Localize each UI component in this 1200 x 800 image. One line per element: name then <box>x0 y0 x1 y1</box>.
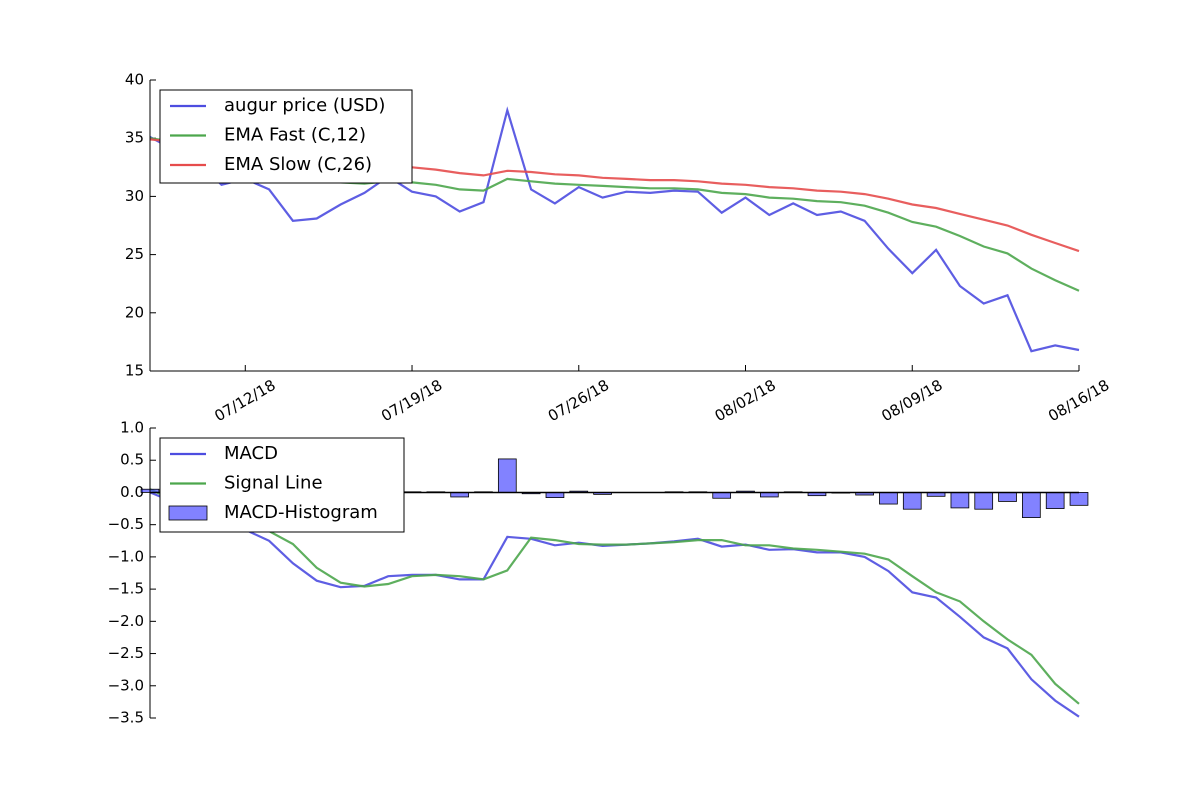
y-tick-label: 25 <box>125 245 144 263</box>
x-tick-label: 08/16/18 <box>1045 376 1112 425</box>
y-tick-label: −1.0 <box>108 547 144 565</box>
y-tick-label: −2.5 <box>108 644 144 662</box>
legend-label: Signal Line <box>224 473 323 494</box>
histogram-bar <box>497 458 517 493</box>
y-tick-label: 0.5 <box>120 451 144 469</box>
y-tick-label: −3.5 <box>108 709 144 727</box>
histogram-bar <box>902 492 922 510</box>
histogram-bar <box>1069 492 1089 506</box>
histogram-bar <box>712 492 732 499</box>
x-tick-label: 07/12/18 <box>211 376 278 425</box>
histogram-bar <box>950 492 970 509</box>
histogram-bar <box>998 492 1017 502</box>
y-tick-label: 20 <box>125 303 144 321</box>
histogram-bar <box>1022 492 1041 518</box>
legend-label: MACD-Histogram <box>224 502 378 523</box>
legend-label: MACD <box>224 443 278 464</box>
histogram-bar <box>1045 492 1065 509</box>
series-line <box>149 106 1080 353</box>
y-tick-label: 1.0 <box>120 419 144 437</box>
y-tick-label: −2.0 <box>108 612 144 630</box>
y-tick-label: 30 <box>125 187 144 205</box>
y-tick-label: −1.5 <box>108 580 144 598</box>
legend-label: augur price (USD) <box>224 95 385 116</box>
histogram-bar <box>974 492 994 510</box>
y-tick-label: 0.0 <box>120 483 144 501</box>
y-tick-label: 40 <box>125 71 144 89</box>
y-tick-label: −0.5 <box>108 515 144 533</box>
legend-swatch <box>168 505 208 521</box>
x-tick-label: 07/26/18 <box>545 376 612 425</box>
legend-label: EMA Slow (C,26) <box>224 154 372 175</box>
x-tick-label: 08/09/18 <box>878 376 945 425</box>
x-tick-label: 07/19/18 <box>378 376 445 425</box>
y-tick-label: 35 <box>125 129 144 147</box>
y-tick-label: 15 <box>125 362 144 380</box>
histogram-bar <box>545 492 565 499</box>
x-tick-label: 08/02/18 <box>712 376 779 425</box>
series-line <box>149 488 1080 705</box>
y-tick-label: −3.0 <box>108 676 144 694</box>
histogram-bar <box>879 492 898 505</box>
legend-label: EMA Fast (C,12) <box>224 125 366 146</box>
